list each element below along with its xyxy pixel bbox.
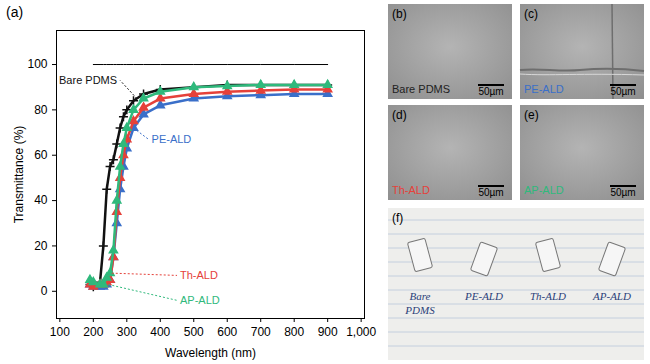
svg-text:Transmittance (%): Transmittance (%) <box>12 126 26 224</box>
svg-text:700: 700 <box>251 325 271 339</box>
svg-text:AP-ALD: AP-ALD <box>180 294 220 306</box>
svg-text:PE-ALD: PE-ALD <box>464 290 503 302</box>
svg-text:Wavelength (nm): Wavelength (nm) <box>165 346 256 360</box>
svg-text:100: 100 <box>27 57 47 71</box>
svg-text:(c): (c) <box>524 7 538 21</box>
svg-text:(e): (e) <box>524 108 539 122</box>
svg-text:40: 40 <box>34 193 48 207</box>
html-text:(a): (a) <box>6 4 24 20</box>
svg-text:(b): (b) <box>392 7 407 21</box>
svg-text:20: 20 <box>34 239 48 253</box>
svg-text:AP-ALD: AP-ALD <box>524 184 564 196</box>
svg-text:AP-ALD: AP-ALD <box>592 290 631 302</box>
svg-text:0: 0 <box>41 284 48 298</box>
svg-text:(d): (d) <box>392 108 407 122</box>
svg-text:200: 200 <box>83 325 103 339</box>
svg-text:Th-ALD: Th-ALD <box>180 269 218 281</box>
svg-text:Bare PDMS: Bare PDMS <box>59 74 117 86</box>
svg-text:Th-ALD: Th-ALD <box>392 184 430 196</box>
svg-text:50µm: 50µm <box>478 86 503 97</box>
svg-text:800: 800 <box>284 325 304 339</box>
svg-text:50µm: 50µm <box>478 187 503 198</box>
svg-text:PE-ALD: PE-ALD <box>524 83 564 95</box>
svg-text:PDMS: PDMS <box>404 304 435 316</box>
svg-text:300: 300 <box>117 325 137 339</box>
svg-text:50µm: 50µm <box>610 187 635 198</box>
svg-text:Th-ALD: Th-ALD <box>530 290 566 302</box>
svg-text:Bare: Bare <box>410 290 431 302</box>
svg-text:1,000: 1,000 <box>346 325 376 339</box>
svg-text:(f): (f) <box>392 211 403 225</box>
svg-text:500: 500 <box>184 325 204 339</box>
svg-text:600: 600 <box>217 325 237 339</box>
svg-text:900: 900 <box>318 325 338 339</box>
svg-text:400: 400 <box>150 325 170 339</box>
svg-text:Bare PDMS: Bare PDMS <box>392 83 450 95</box>
svg-text:PE-ALD: PE-ALD <box>152 133 192 145</box>
svg-text:80: 80 <box>34 103 48 117</box>
svg-text:100: 100 <box>50 325 70 339</box>
svg-text:60: 60 <box>34 148 48 162</box>
svg-text:50µm: 50µm <box>610 86 635 97</box>
